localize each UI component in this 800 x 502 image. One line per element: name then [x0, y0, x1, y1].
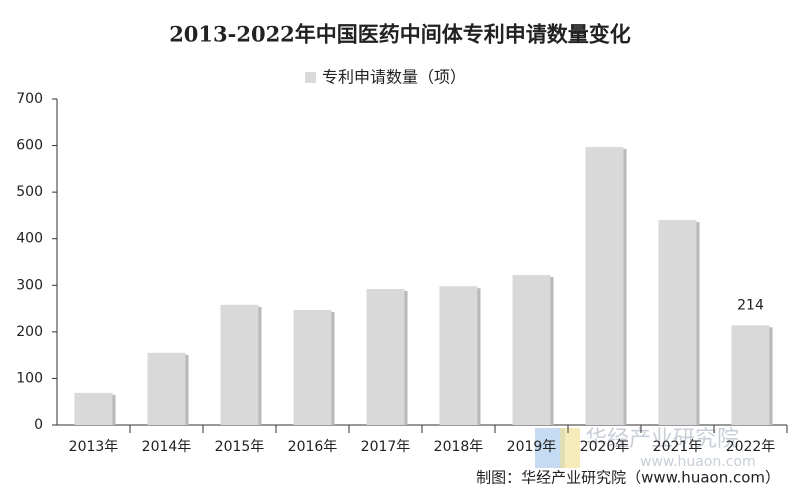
x-tick-label: 2020年 — [580, 439, 630, 455]
x-tick-label: 2015年 — [215, 439, 265, 455]
bar — [220, 304, 259, 425]
chart-title: 2013-2022年中国医药中间体专利申请数量变化 — [169, 22, 631, 47]
watermark-url: www.huaon.com — [640, 454, 756, 470]
legend-swatch — [305, 72, 316, 83]
data-label: 214 — [737, 297, 764, 313]
y-tick-label: 300 — [16, 277, 43, 293]
x-tick-label: 2021年 — [653, 439, 703, 455]
bar — [658, 220, 697, 425]
bar — [74, 392, 113, 425]
bar — [293, 309, 332, 425]
x-tick-label: 2018年 — [434, 439, 484, 455]
y-tick-label: 100 — [16, 370, 43, 386]
x-tick-label: 2019年 — [507, 439, 557, 455]
bar — [731, 325, 770, 425]
bar — [512, 275, 551, 425]
source: 制图：华经产业研究院（www.huaon.com） — [476, 469, 780, 487]
y-tick-label: 600 — [16, 138, 43, 154]
y-tick-label: 400 — [16, 231, 43, 247]
watermark: 华经产业研究院 — [585, 427, 739, 452]
x-tick-label: 2013年 — [69, 439, 119, 455]
legend-label: 专利申请数量（项） — [322, 68, 466, 87]
x-tick-label: 2016年 — [288, 439, 338, 455]
x-tick-label: 2014年 — [142, 439, 192, 455]
bar — [366, 289, 405, 425]
y-tick-label: 200 — [16, 324, 43, 340]
y-tick-label: 500 — [16, 184, 43, 200]
bar — [147, 352, 186, 425]
x-tick-label: 2017年 — [361, 439, 411, 455]
y-tick-label: 0 — [34, 417, 43, 433]
bar — [585, 146, 624, 425]
bar — [439, 286, 478, 425]
x-tick-label: 2022年 — [726, 439, 776, 455]
y-tick-label: 700 — [16, 91, 43, 107]
watermark-logo — [560, 428, 580, 468]
